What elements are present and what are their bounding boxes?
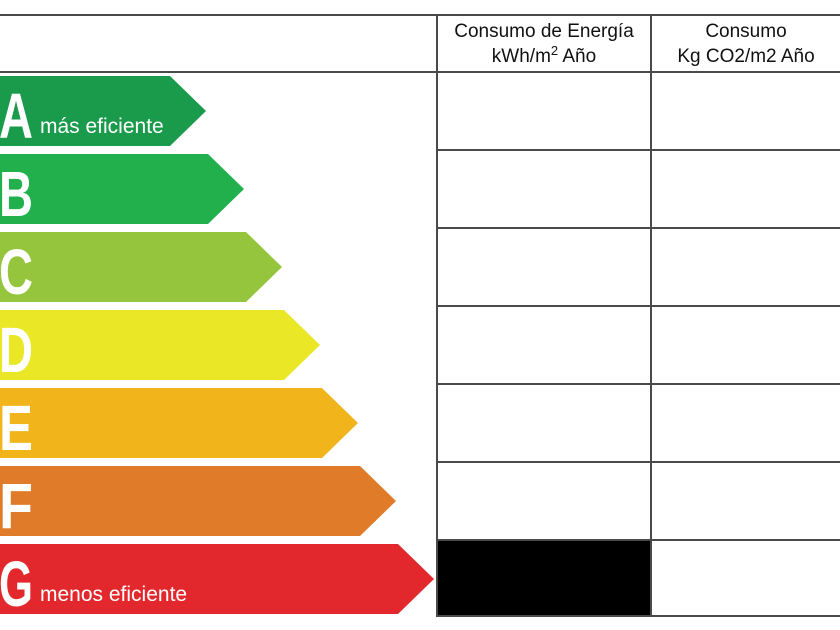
grid-line-row-f (438, 539, 840, 541)
grid-line-row-d (438, 383, 840, 385)
header-energy: Consumo de Energía kWh/m2 Año (438, 16, 650, 72)
rating-arrow-a (0, 76, 206, 146)
header-energy-unit: kWh/m2 Año (491, 43, 597, 67)
rating-letter-a: A (0, 80, 33, 152)
grid-line-header (0, 71, 840, 73)
rating-arrow-d (0, 310, 320, 380)
rating-letter-f: F (0, 470, 33, 542)
grid-line-bottom (438, 615, 840, 617)
rating-arrow-e (0, 388, 358, 458)
rating-arrow-f (0, 466, 396, 536)
grid-line-col-energy (436, 14, 438, 617)
header-energy-title: Consumo de Energía (454, 21, 634, 42)
marked-energy-cell (438, 539, 650, 617)
rating-arrow-c (0, 232, 282, 302)
rating-label-a: más eficiente (40, 115, 164, 138)
rating-b: B (0, 154, 244, 230)
rating-d: D (0, 310, 320, 386)
rating-label-g: menos eficiente (40, 583, 187, 606)
grid-line-top (0, 14, 840, 16)
rating-letter-e: E (0, 392, 33, 464)
grid-line-row-b (438, 227, 840, 229)
rating-arrow-g (0, 544, 434, 614)
rating-arrow-b (0, 154, 244, 224)
header-co2: Consumo Kg CO2/m2 Año (652, 16, 840, 72)
header-co2-unit: Kg CO2/m2 Año (677, 46, 815, 67)
grid-line-row-a (438, 149, 840, 151)
grid-line-row-c (438, 305, 840, 307)
rating-letter-d: D (0, 314, 33, 386)
rating-f: F (0, 466, 396, 542)
header-co2-title: Consumo (705, 21, 787, 42)
rating-e: E (0, 388, 358, 464)
rating-letter-g: G (0, 548, 33, 620)
grid-line-row-e (438, 461, 840, 463)
rating-c: C (0, 232, 282, 308)
rating-letter-b: B (0, 158, 33, 230)
grid-line-col-co2 (650, 14, 652, 617)
rating-letter-c: C (0, 236, 33, 308)
